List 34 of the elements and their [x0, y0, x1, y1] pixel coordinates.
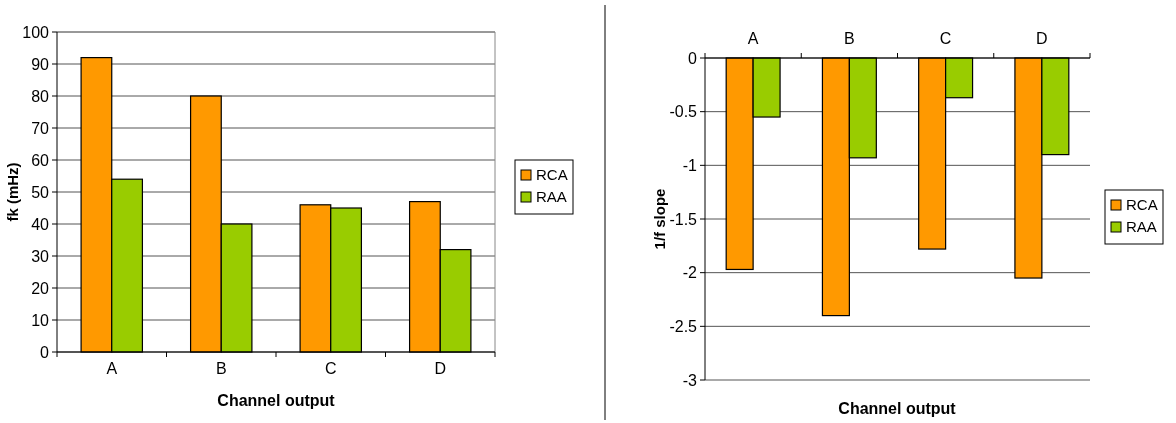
y-tick-label: -0.5: [669, 103, 698, 121]
y-tick-label: 70: [31, 119, 50, 137]
legend-label: RAA: [1126, 218, 1157, 236]
y-tick-label: -1: [682, 156, 698, 174]
legend-label: RCA: [536, 166, 568, 184]
y-tick-label: 0: [40, 343, 50, 361]
x-tick-label: C: [324, 360, 337, 377]
y-tick-label: -2.5: [669, 317, 698, 335]
y-tick-label: 100: [22, 23, 50, 41]
y-tick-label: 80: [31, 87, 50, 105]
y-tick-label: 40: [31, 215, 50, 233]
x-tick-label: C: [939, 30, 952, 47]
y-tick-label: 50: [31, 183, 50, 201]
x-tick-label: B: [844, 30, 855, 47]
legend-label: RCA: [1126, 196, 1158, 214]
y-tick-label: -2: [682, 264, 698, 282]
x-tick-label: D: [434, 360, 447, 377]
y-tick-label: 0: [688, 49, 698, 67]
y-axis-title: fk (mHz): [4, 162, 21, 222]
x-axis-title: Channel output: [217, 392, 336, 409]
y-tick-label: -3: [682, 371, 698, 389]
y-tick-label: 10: [31, 311, 50, 329]
x-tick-label: A: [106, 360, 118, 377]
y-tick-label: 20: [31, 279, 50, 297]
x-axis-title: Channel output: [838, 400, 957, 417]
y-tick-label: 60: [31, 151, 50, 169]
x-tick-label: D: [1036, 30, 1048, 47]
x-tick-label: B: [215, 360, 227, 377]
y-axis-title: 1/f slope: [651, 188, 668, 250]
y-tick-label: -1.5: [669, 210, 698, 228]
y-tick-label: 90: [31, 55, 50, 73]
x-tick-label: A: [747, 30, 759, 47]
legend-label: RAA: [536, 188, 567, 206]
y-tick-label: 30: [31, 247, 50, 265]
